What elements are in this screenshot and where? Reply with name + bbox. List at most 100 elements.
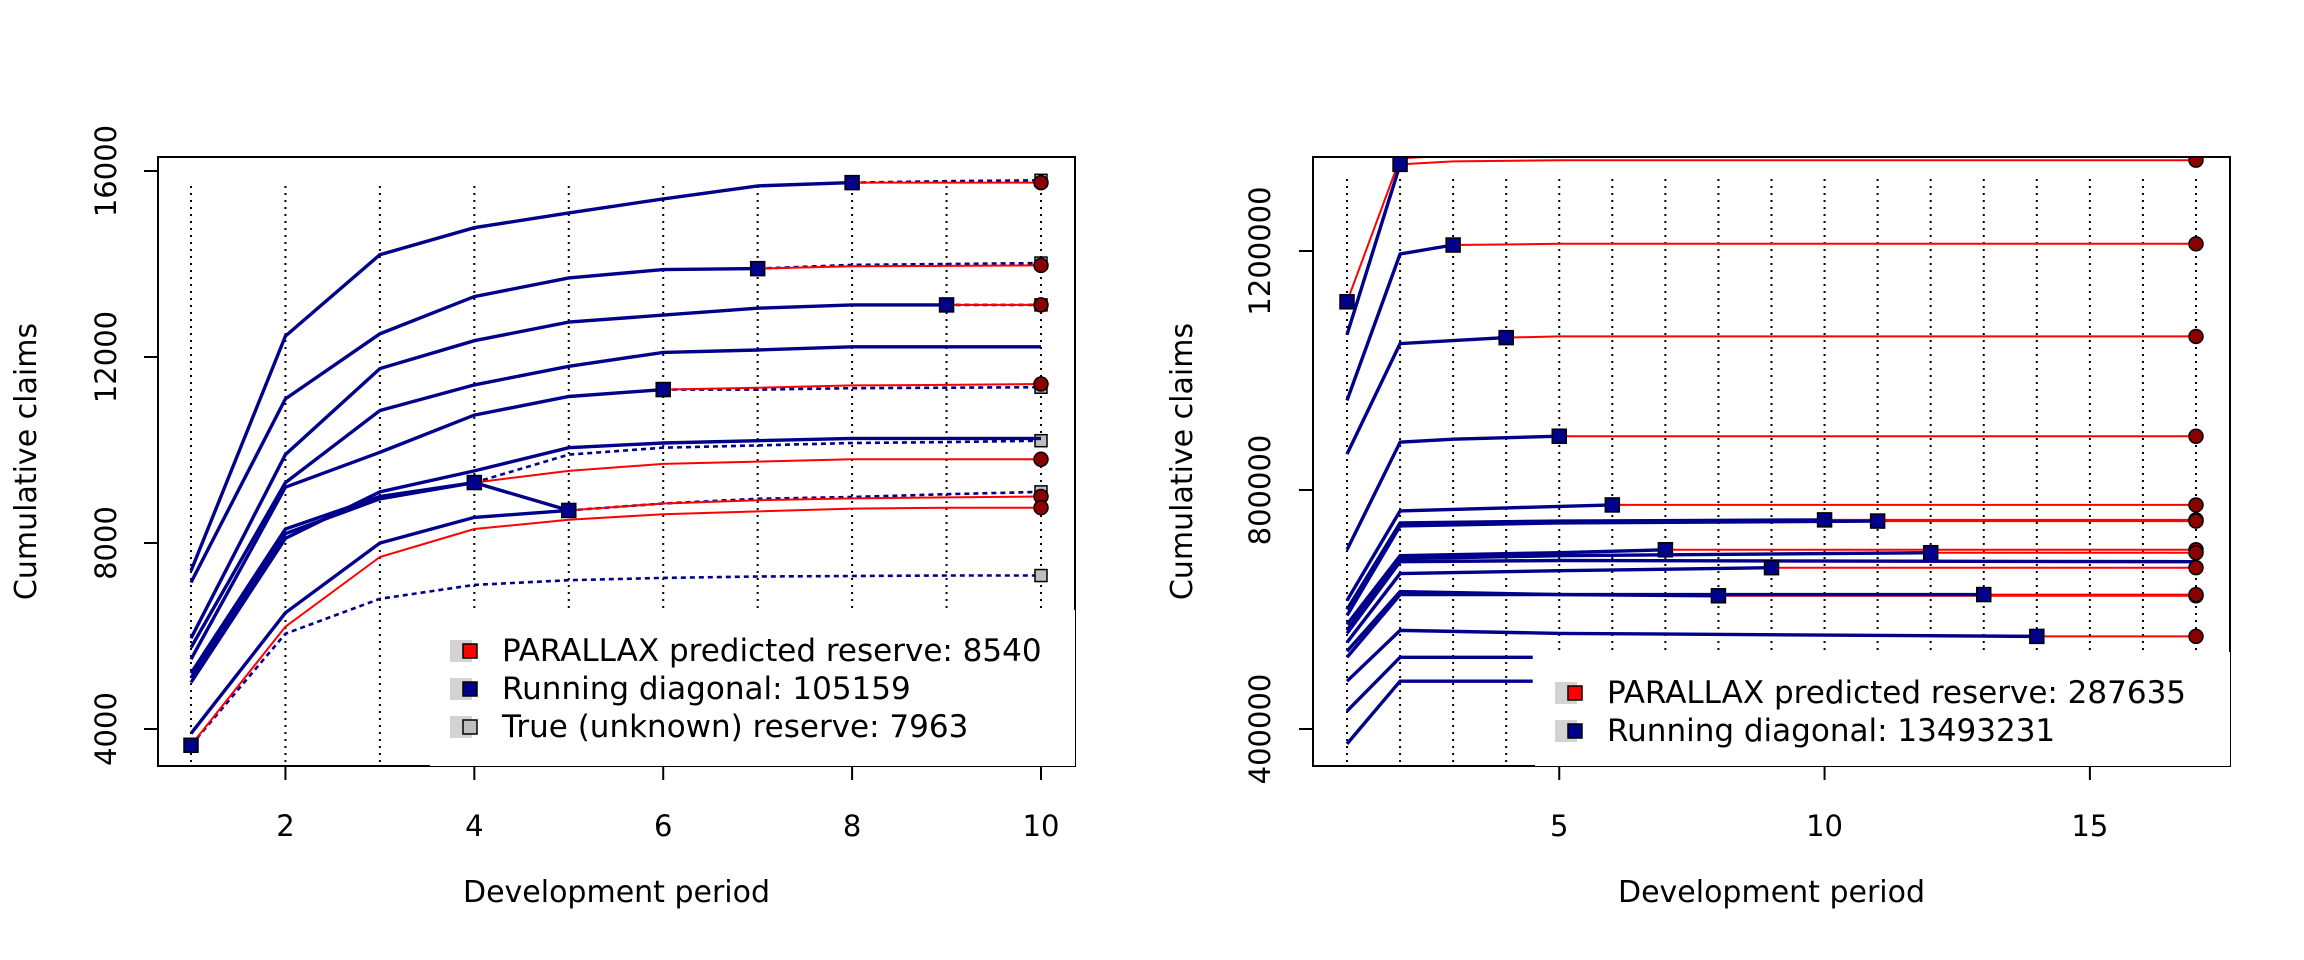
predicted-marker [1033,174,1049,191]
y-axis-label: Cumulative claims [1165,323,1200,600]
predicted-line [568,495,1042,512]
diagonal-marker [1604,497,1621,513]
x-tick-label: 10 [1023,809,1060,843]
series-11 [1345,558,2197,635]
legend-background [1535,652,2230,766]
observed-line [189,180,853,572]
diagonal-marker [1498,329,1514,346]
y-tick-label: 8000 [89,506,123,580]
x-tick-label: 5 [1550,809,1568,843]
legend-marker [1567,685,1583,701]
true-line [568,490,1042,512]
diagonal-marker [1976,586,1992,603]
predicted-line [1453,242,2196,246]
series-5 [189,376,1049,661]
plot-area [1339,157,2204,745]
true-marker [1034,568,1048,583]
observed-line [1345,628,2037,683]
series-2 [189,256,1049,584]
predicted-marker [1033,257,1049,274]
series-12 [1345,559,2204,644]
y-tick-label: 800000 [1243,435,1277,546]
diagonal-marker [1551,428,1567,444]
diagonal-marker [1339,294,1355,310]
predicted-marker [2188,157,2204,168]
diagonal-marker [844,174,860,191]
x-tick-label: 10 [1806,809,1843,843]
true-line [190,574,1041,747]
series-16 [1345,655,1533,713]
predicted-marker [2188,586,2204,603]
predicted-marker [1033,297,1049,313]
series-15 [1345,628,2204,683]
predicted-marker [1033,499,1049,516]
observed-line [1345,434,1560,551]
diagonal-marker [1763,559,1780,576]
predicted-marker [2188,628,2204,645]
y-tick-label: 4000 [89,692,123,766]
series-4 [189,345,1041,649]
plot-area [183,173,1049,754]
predicted-line [663,383,1042,391]
legend: PARALLAX predicted reserve: 287635Runnin… [1535,652,2230,766]
series-4 [1345,328,2204,455]
diagonal-marker [655,381,671,398]
observed-line [1345,519,1878,617]
series-10 [183,499,1049,754]
legend-marker [1567,723,1583,739]
observed-line [1345,335,1507,455]
observed-line [189,387,664,661]
y-tick-label: 400000 [1243,674,1277,785]
legend-marker [462,643,478,659]
predicted-marker [2188,236,2204,252]
predicted-marker [1033,451,1049,468]
y-tick-label: 12000 [89,311,123,403]
series-8 [189,436,1041,684]
x-tick-label: 6 [654,809,672,843]
observed-line [1345,566,1772,644]
diagonal-marker [2029,628,2045,645]
right-chart: 5 10 15 400000 800000 1200000 Development peri… [1165,156,2231,910]
legend-label: Running diagonal: 105159 [502,671,911,707]
series-13 [1345,588,2204,653]
series-9 [189,508,569,735]
diagonal-marker [749,260,766,277]
series-10 [1345,544,2204,632]
predicted-line [757,264,1042,270]
series-1 [189,173,1049,572]
observed-line [1345,551,1931,632]
observed-line [1345,655,1533,713]
observed-line [189,436,1041,684]
predicted-line [190,506,1041,746]
observed-line [1345,243,1454,401]
series-3 [1345,236,2204,401]
predicted-line [1346,157,1443,303]
series-17 [1345,679,1533,745]
left-chart: 2 4 6 8 10 4000 8000 12000 16000 Development peri… [9,125,1076,910]
y-axis-label: Cumulative claims [9,323,44,600]
predicted-marker [2188,559,2204,576]
legend-label: Running diagonal: 13493231 [1607,713,2055,749]
series-6 [1345,497,2204,602]
diagonal-marker [1392,157,1408,173]
predicted-marker [2188,497,2204,513]
x-axis-label: Development period [463,875,770,910]
diagonal-marker [938,297,955,313]
observed-line [1345,679,1533,745]
observed-line [1345,589,1719,653]
true-marker [1034,433,1048,448]
series-2 [1345,157,2204,336]
true-line [663,385,1042,391]
observed-line [1345,558,2197,635]
y-tick-label: 16000 [89,125,123,217]
x-tick-label: 8 [843,809,861,843]
diagonal-marker [1869,513,1886,529]
observed-line [1345,503,1613,602]
legend-background [430,610,1075,766]
diagonal-marker [1445,237,1461,253]
y-tick-label: 1200000 [1243,186,1277,315]
observed-line [189,345,1041,649]
x-tick-label: 2 [276,809,294,843]
predicted-line [474,458,1041,484]
